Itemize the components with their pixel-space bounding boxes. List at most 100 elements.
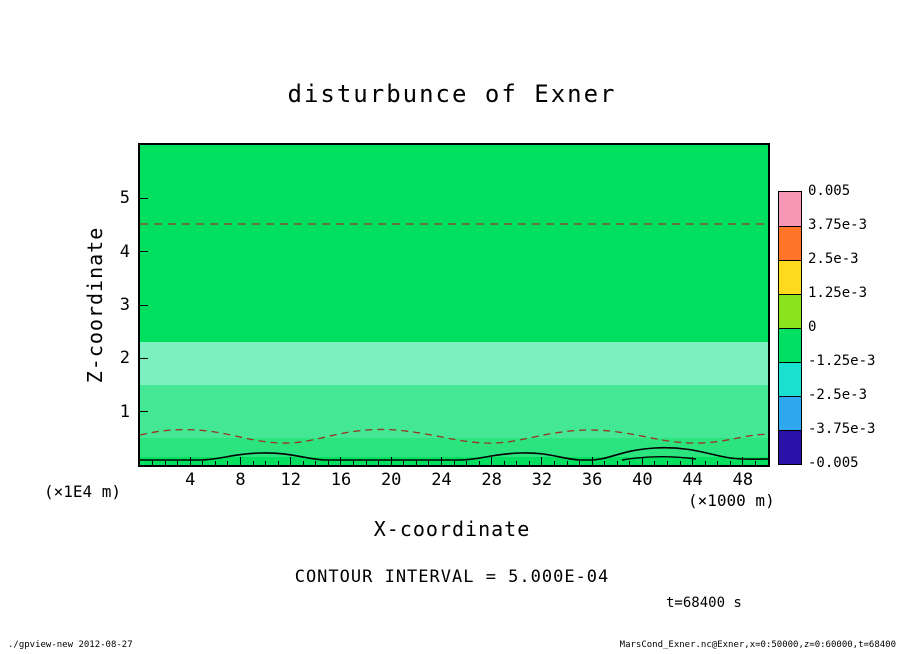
y-tick-mark <box>140 197 148 199</box>
x-tick-mark <box>390 457 392 465</box>
x-tick-mark <box>566 461 568 465</box>
x-tick-mark <box>214 461 216 465</box>
x-tick-mark <box>302 461 304 465</box>
y-tick-mark <box>140 357 148 359</box>
x-tick-mark <box>742 457 744 465</box>
y-tick-label: 5 <box>119 188 130 209</box>
y-tick-label: 3 <box>119 295 130 315</box>
x-tick-label: 32 <box>531 470 553 490</box>
x-tick-mark <box>290 457 292 465</box>
fill-band-light <box>140 385 768 438</box>
x-tick-mark <box>353 461 355 465</box>
x-axis-unit: (×1000 m) <box>688 491 775 510</box>
x-tick-mark <box>616 461 618 465</box>
x-tick-mark <box>654 461 656 465</box>
x-tick-mark <box>415 461 417 465</box>
x-tick-mark <box>491 457 493 465</box>
x-tick-label: 48 <box>732 470 754 490</box>
x-tick-mark <box>189 457 191 465</box>
colorbar-label: 0.005 <box>808 183 851 199</box>
x-tick-mark <box>729 461 731 465</box>
colorbar-cell <box>779 362 801 396</box>
x-tick-mark <box>177 461 179 465</box>
x-tick-mark <box>553 461 555 465</box>
x-tick-label: 16 <box>330 470 352 490</box>
solid-contour-inner-bump <box>621 456 697 461</box>
x-tick-label: 40 <box>632 470 653 490</box>
colorbar <box>778 191 802 465</box>
x-tick-label: 4 <box>185 470 196 490</box>
x-tick-mark <box>667 461 669 465</box>
x-tick-mark <box>754 461 756 465</box>
fill-band-mint <box>140 342 768 385</box>
x-tick-label: 20 <box>380 470 402 490</box>
colorbar-cell <box>779 226 801 260</box>
colorbar-cell <box>779 260 801 294</box>
x-tick-mark <box>252 461 254 465</box>
footer-source-info: MarsCond_Exner.nc@Exner,x=0:50000,z=0:60… <box>619 640 896 650</box>
x-tick-label: 36 <box>581 470 603 490</box>
x-tick-mark <box>340 457 342 465</box>
x-tick-label: 28 <box>481 470 502 490</box>
x-tick-mark <box>692 457 694 465</box>
plot-area <box>138 143 770 467</box>
y-axis-label: Z-coordinate <box>83 226 107 384</box>
fill-band-upper <box>140 145 768 342</box>
x-tick-mark <box>202 461 204 465</box>
x-tick-mark <box>704 461 706 465</box>
x-tick-label: 8 <box>235 470 246 490</box>
y-tick-label: 4 <box>119 241 130 262</box>
colorbar-label: -0.005 <box>808 455 859 471</box>
x-tick-label: 44 <box>682 470 703 490</box>
x-tick-mark <box>717 461 719 465</box>
x-tick-mark <box>378 461 380 465</box>
y-axis-unit: (×1E4 m) <box>44 482 122 501</box>
dashed-contour-wavy <box>140 428 768 444</box>
colorbar-label: 0 <box>808 319 817 335</box>
x-tick-mark <box>541 457 543 465</box>
colorbar-cell <box>779 430 801 464</box>
y-tick-mark <box>140 411 148 413</box>
y-tick-mark <box>140 251 148 253</box>
x-tick-mark <box>604 461 606 465</box>
x-tick-mark <box>679 461 681 465</box>
time-stamp: t=68400 s <box>666 595 742 611</box>
x-tick-mark <box>164 461 166 465</box>
x-tick-mark <box>478 461 480 465</box>
x-tick-mark <box>365 461 367 465</box>
x-tick-mark <box>315 461 317 465</box>
colorbar-label: -2.5e-3 <box>808 387 868 403</box>
x-tick-mark <box>403 461 405 465</box>
x-tick-mark <box>629 461 631 465</box>
x-tick-mark <box>152 461 154 465</box>
x-tick-mark <box>453 461 455 465</box>
x-tick-mark <box>579 461 581 465</box>
x-tick-mark <box>503 461 505 465</box>
colorbar-label: -1.25e-3 <box>808 353 876 369</box>
colorbar-label: 2.5e-3 <box>808 251 859 267</box>
x-tick-mark <box>227 461 229 465</box>
contour-interval-note: CONTOUR INTERVAL = 5.000E-04 <box>294 567 610 587</box>
colorbar-cell <box>779 328 801 362</box>
y-tick-label: 2 <box>119 348 130 369</box>
x-tick-label: 24 <box>431 470 452 490</box>
colorbar-cell <box>779 192 801 226</box>
y-tick-mark <box>140 304 148 306</box>
footer-tool-version: ./gpview-new 2012-08-27 <box>8 640 133 650</box>
colorbar-label: 1.25e-3 <box>808 285 868 301</box>
x-tick-mark <box>516 461 518 465</box>
x-axis-label: X-coordinate <box>373 517 531 541</box>
x-tick-mark <box>428 461 430 465</box>
x-tick-mark <box>528 461 530 465</box>
solid-contour-surface <box>140 446 768 461</box>
x-tick-mark <box>277 461 279 465</box>
x-tick-mark <box>239 457 241 465</box>
x-tick-mark <box>591 457 593 465</box>
chart-title: disturbunce of Exner <box>287 80 617 108</box>
colorbar-label: 3.75e-3 <box>808 217 868 233</box>
x-tick-mark <box>466 461 468 465</box>
contour-overlay <box>140 223 768 461</box>
colorbar-cell <box>779 396 801 430</box>
x-tick-mark <box>327 461 329 465</box>
